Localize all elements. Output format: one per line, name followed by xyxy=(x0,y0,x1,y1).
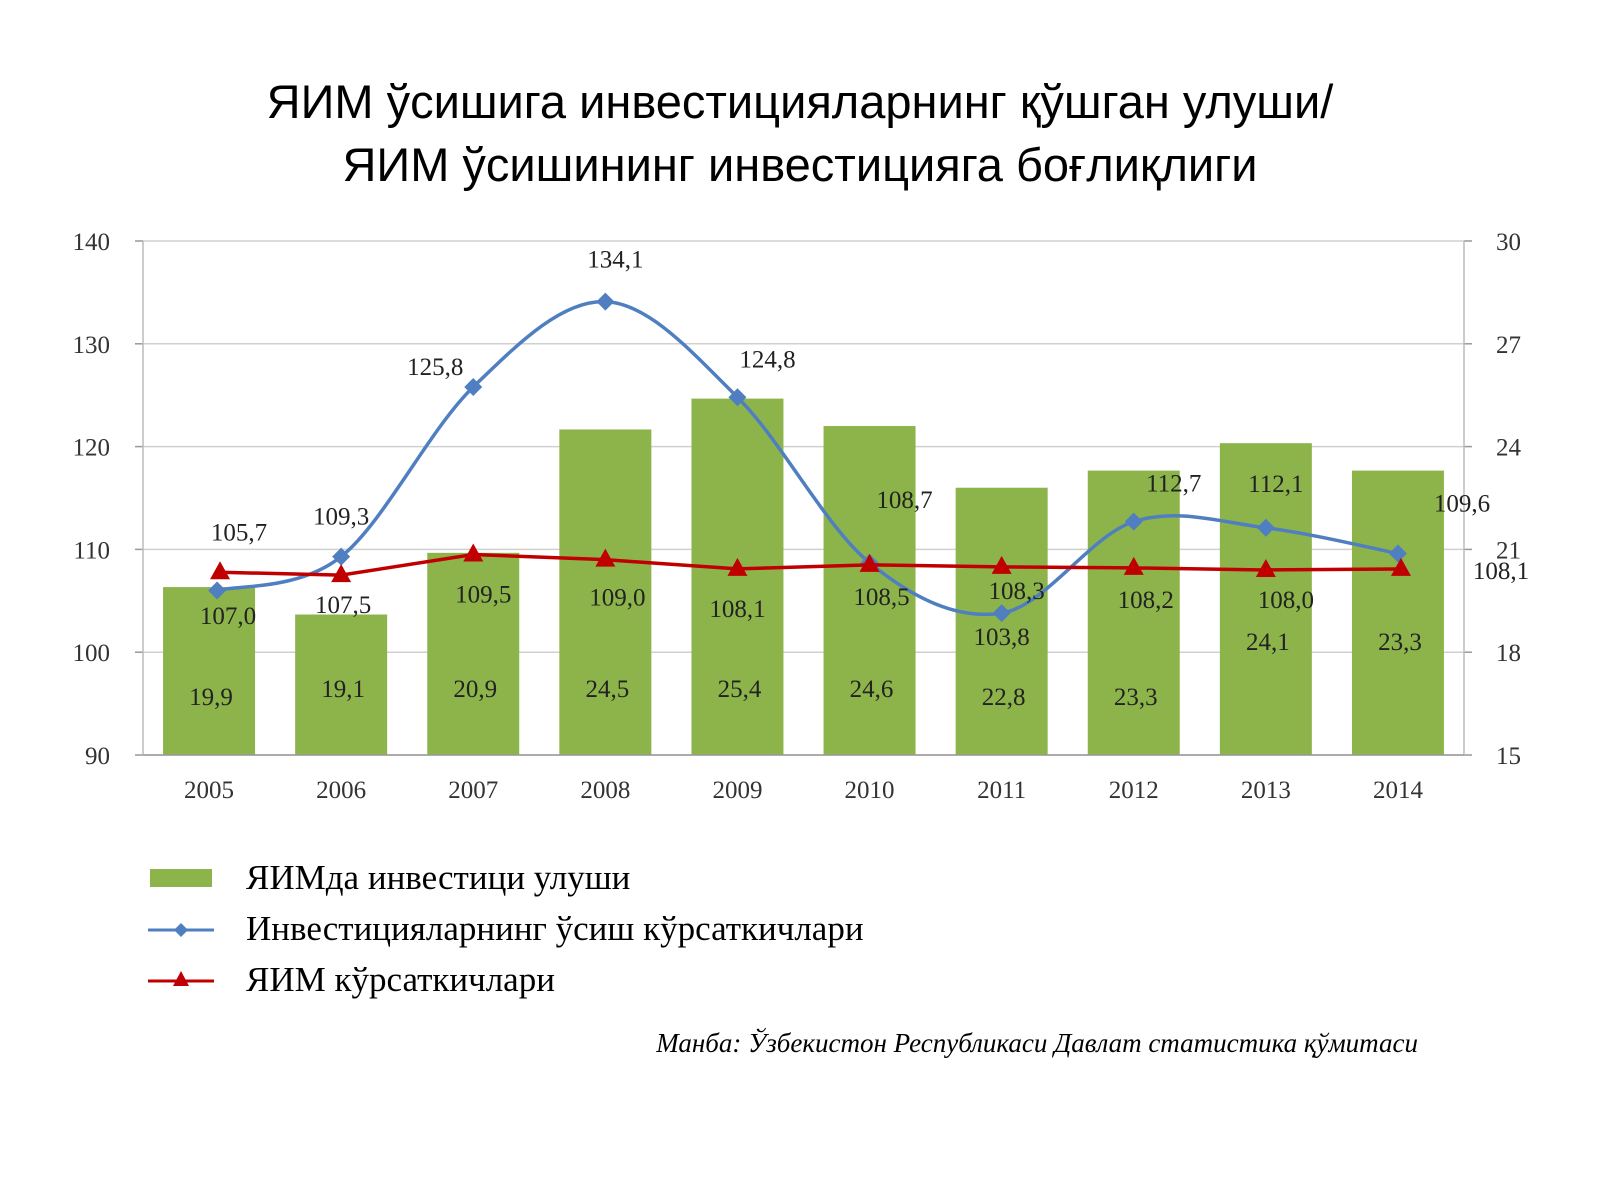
gdp-value-label: 108,1 xyxy=(1473,558,1529,585)
invest-value-label: 105,7 xyxy=(211,520,267,547)
bar-value-label: 19,9 xyxy=(189,684,233,711)
bar xyxy=(691,398,784,755)
gdp-marker xyxy=(991,555,1012,574)
x-tick-label: 2012 xyxy=(1109,777,1159,804)
invest-value-label: 103,8 xyxy=(974,624,1030,651)
bar-value-label: 19,1 xyxy=(321,676,365,703)
invest-marker xyxy=(1388,544,1407,563)
invest-value-label: 112,7 xyxy=(1146,471,1201,498)
invest-marker xyxy=(464,377,483,396)
bar-value-label: 20,9 xyxy=(453,676,497,703)
x-tick-label: 2011 xyxy=(977,777,1026,804)
gdp-marker xyxy=(595,548,616,567)
invest-value-label: 134,1 xyxy=(587,247,643,274)
legend-invest-swatch xyxy=(148,914,214,944)
bar-value-label: 24,1 xyxy=(1246,629,1290,656)
x-tick-label: 2013 xyxy=(1241,777,1291,804)
invest-marker xyxy=(992,604,1011,623)
invest-marker xyxy=(1256,518,1275,537)
y-left-tick-label: 90 xyxy=(85,743,110,770)
gdp-marker xyxy=(1255,558,1276,577)
invest-marker xyxy=(332,547,351,566)
x-tick-label: 2006 xyxy=(316,777,366,804)
x-tick-label: 2007 xyxy=(448,777,498,804)
bar xyxy=(1219,443,1312,755)
gdp-marker xyxy=(859,553,880,572)
gdp-marker xyxy=(210,561,231,580)
bar xyxy=(559,429,652,755)
x-tick-label: 2010 xyxy=(845,777,895,804)
title-line-1: ЯИМ ўсишига инвестицияларнинг қўшган улу… xyxy=(266,75,1334,128)
invest-value-label: 109,6 xyxy=(1434,491,1490,518)
gdp-value-label: 107,5 xyxy=(315,592,371,619)
invest-value-label: 112,1 xyxy=(1248,471,1303,498)
y-right-tick-label: 27 xyxy=(1496,332,1521,359)
title-line-2: ЯИМ ўсишининг инвестицияга боғлиқлиги xyxy=(342,138,1258,191)
invest-value-label: 108,7 xyxy=(876,487,932,514)
gdp-value-label: 109,5 xyxy=(455,582,511,609)
bar-value-label: 24,5 xyxy=(585,676,629,703)
y-right-tick-label: 15 xyxy=(1496,743,1521,770)
chart-title: ЯИМ ўсишига инвестицияларнинг қўшган улу… xyxy=(0,70,1600,196)
invest-marker xyxy=(728,388,747,407)
x-tick-label: 2008 xyxy=(580,777,630,804)
y-left-tick-label: 140 xyxy=(73,229,111,256)
gdp-value-label: 108,5 xyxy=(853,584,909,611)
legend-gdp-swatch xyxy=(148,965,214,995)
legend-label-bar: ЯИМда инвестици улуши xyxy=(246,857,631,897)
legend: ЯИМда инвестици улуши Инвестицияларнинг … xyxy=(148,852,864,1005)
gdp-marker xyxy=(727,557,748,576)
bar-value-label: 24,6 xyxy=(850,676,894,703)
y-left-tick-label: 130 xyxy=(73,332,111,359)
gdp-marker xyxy=(1123,556,1144,575)
invest-value-label: 109,3 xyxy=(313,504,369,531)
x-tick-label: 2014 xyxy=(1373,777,1424,804)
gdp-value-label: 108,2 xyxy=(1118,587,1174,614)
gdp-marker xyxy=(463,543,484,562)
source-note: Манба: Ўзбекистон Республикаси Давлат ст… xyxy=(656,1028,1418,1058)
invest-marker xyxy=(596,292,615,311)
invest-value-label: 125,8 xyxy=(407,354,463,381)
bar xyxy=(163,587,256,755)
gdp-value-label: 108,0 xyxy=(1258,587,1314,614)
invest-line xyxy=(216,299,1399,617)
x-tick-label: 2009 xyxy=(712,777,762,804)
y-right-tick-label: 18 xyxy=(1496,640,1521,667)
y-right-tick-label: 30 xyxy=(1496,229,1521,256)
bar-value-label: 22,8 xyxy=(982,684,1026,711)
invest-marker xyxy=(208,581,227,600)
invest-marker xyxy=(1124,512,1143,531)
gdp-value-label: 108,3 xyxy=(989,578,1045,605)
bar xyxy=(427,552,520,755)
legend-label-invest: Инвестицияларнинг ўсиш кўрсаткичлари xyxy=(246,908,864,948)
legend-item-bar: ЯИМда инвестици улуши xyxy=(148,852,864,903)
gdp-marker xyxy=(331,564,352,583)
gdp-value-label: 107,0 xyxy=(200,603,256,630)
legend-bar-swatch xyxy=(148,863,214,893)
gdp-value-label: 109,0 xyxy=(589,585,645,612)
bar-value-label: 23,3 xyxy=(1378,629,1422,656)
bar xyxy=(823,426,916,755)
y-right-tick-label: 21 xyxy=(1496,537,1521,564)
bar xyxy=(1351,470,1444,755)
gdp-marker xyxy=(1390,557,1411,576)
y-right-tick-label: 24 xyxy=(1496,435,1522,462)
bar xyxy=(295,614,388,755)
invest-value-label: 124,8 xyxy=(739,346,795,373)
bar-value-label: 23,3 xyxy=(1114,684,1158,711)
y-left-tick-label: 100 xyxy=(73,640,111,667)
legend-item-invest: Инвестицияларнинг ўсиш кўрсаткичлари xyxy=(148,903,864,954)
x-tick-label: 2005 xyxy=(184,777,234,804)
legend-item-gdp: ЯИМ кўрсаткичлари xyxy=(148,954,864,1005)
bar-value-label: 25,4 xyxy=(718,676,762,703)
gdp-line xyxy=(220,552,1401,577)
legend-label-gdp: ЯИМ кўрсаткичлари xyxy=(246,959,555,999)
gdp-value-label: 108,1 xyxy=(709,596,765,623)
y-left-tick-label: 120 xyxy=(73,435,111,462)
y-left-tick-label: 110 xyxy=(73,537,110,564)
